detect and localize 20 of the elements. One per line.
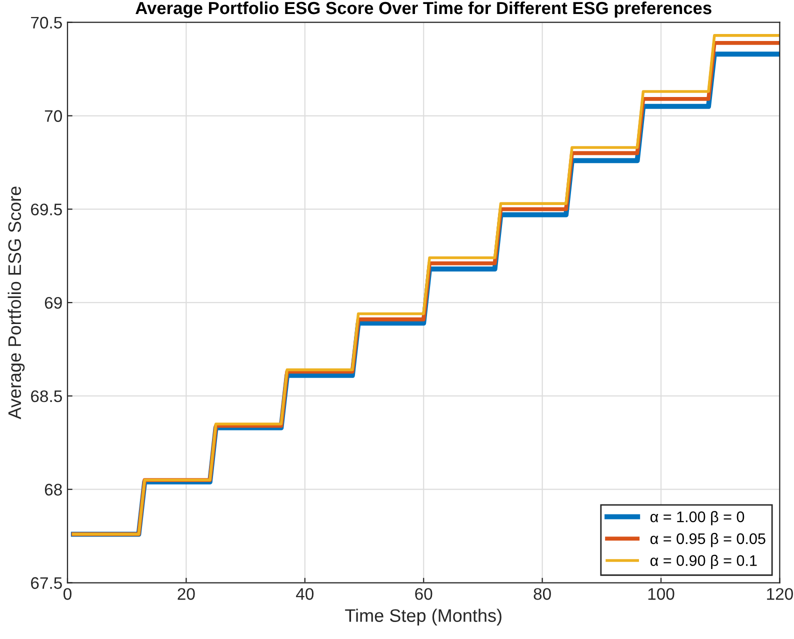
chart-title: Average Portfolio ESG Score Over Time for Different ESG preferences: [136, 1, 712, 18]
y-tick-label: 70.5: [31, 16, 62, 29]
x-tick-label: 0: [64, 588, 72, 600]
y-tick-label: 68: [44, 484, 62, 496]
x-tick-label: 120: [767, 588, 793, 600]
legend-label: α = 1.00 β = 0: [650, 511, 744, 526]
y-axis-title: Average Portfolio ESG Score: [8, 186, 25, 420]
y-tick-label: 69: [44, 296, 62, 309]
y-tick-label: 68.5: [31, 390, 62, 402]
x-tick-label: 60: [415, 588, 432, 600]
legend-label: α = 0.90 β = 0.1: [650, 554, 757, 570]
y-tick-label: 67.5: [31, 577, 62, 589]
x-tick-label: 40: [296, 588, 314, 600]
y-tick-label: 70: [44, 110, 62, 122]
x-tick-label: 80: [534, 588, 551, 600]
x-tick-label: 20: [178, 588, 195, 600]
y-tick-label: 69.5: [31, 204, 62, 216]
x-axis-title: Time Step (Months): [345, 608, 502, 626]
legend-label: α = 0.95 β = 0.05: [650, 532, 766, 548]
x-tick-label: 100: [648, 588, 674, 600]
